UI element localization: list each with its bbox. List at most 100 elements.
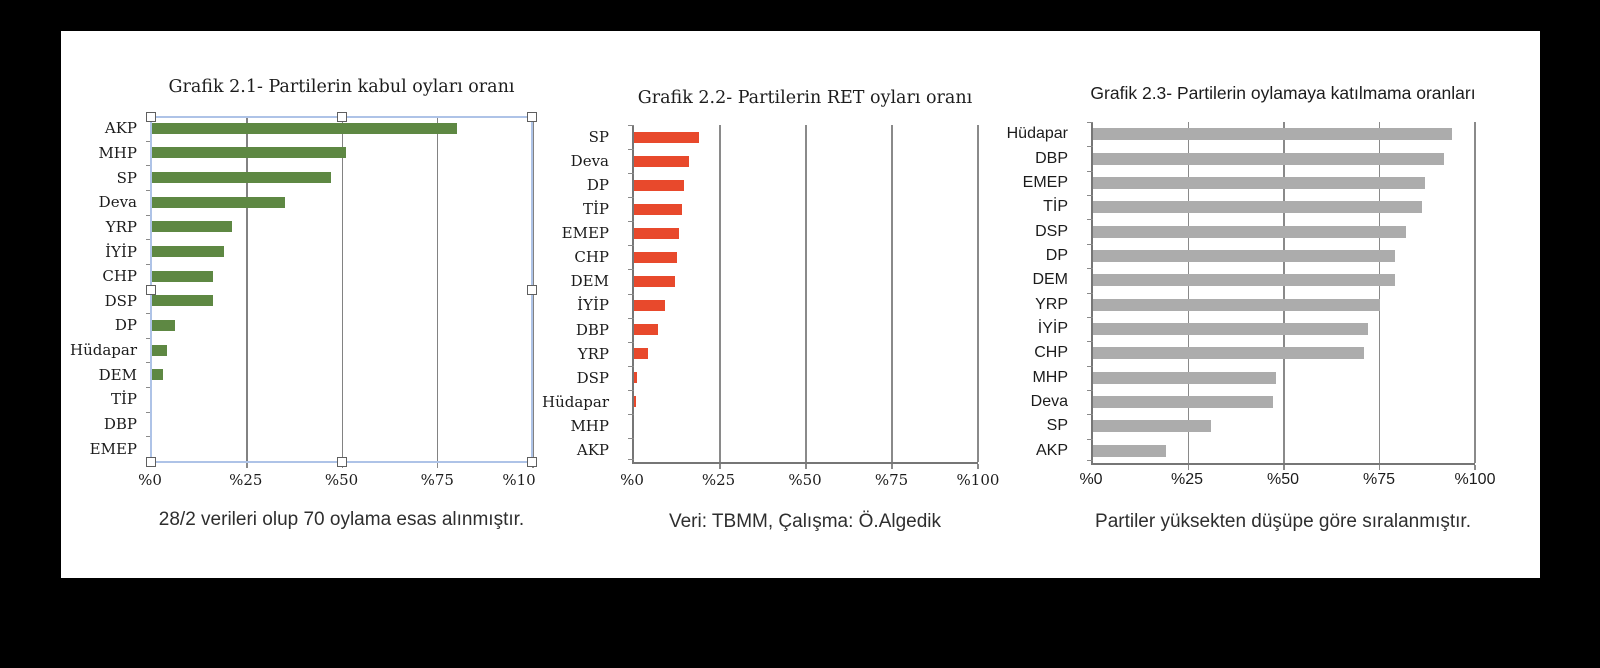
bar-Deva[interactable] — [1093, 396, 1273, 409]
bar-İYİP[interactable] — [152, 246, 225, 258]
bar-Hüdapar[interactable] — [634, 396, 636, 408]
x-axis-tick — [436, 463, 439, 468]
y-axis-label: Hüdapar — [1006, 125, 1068, 143]
selection-handle-ne[interactable] — [527, 112, 537, 122]
bar-row — [634, 366, 978, 390]
selection-handle-se[interactable] — [527, 457, 537, 467]
y-axis-tick — [1087, 146, 1093, 148]
x-axis-label: %0 — [1079, 471, 1103, 488]
x-axis-tick — [1474, 465, 1476, 470]
bar-SP[interactable] — [634, 131, 700, 143]
bar-MHP[interactable] — [1093, 371, 1277, 384]
bar-Deva[interactable] — [152, 196, 286, 208]
bar-DEM[interactable] — [152, 369, 164, 381]
bar-İYİP[interactable] — [634, 300, 665, 312]
y-axis-tick — [146, 411, 152, 413]
y-axis-label: EMEP — [89, 439, 137, 458]
x-axis-tick — [977, 464, 979, 469]
y-axis-label: İYİP — [105, 242, 137, 261]
bar-row — [152, 141, 533, 166]
bar-row — [152, 362, 533, 387]
y-axis-tick — [146, 436, 152, 438]
bar-row — [634, 342, 978, 366]
y-axis-tick — [628, 269, 634, 271]
y-axis-label: DBP — [1035, 149, 1068, 167]
y-axis-tick — [628, 149, 634, 151]
bar-DEM[interactable] — [634, 275, 676, 287]
bar-DP[interactable] — [1093, 249, 1395, 262]
x-axis-tick — [891, 464, 893, 469]
bar-SP[interactable] — [152, 172, 332, 184]
bar-YRP[interactable] — [634, 348, 648, 360]
y-axis-tick — [146, 313, 152, 315]
y-axis-tick — [628, 293, 634, 295]
plot-area[interactable] — [146, 116, 534, 468]
bar-row — [634, 438, 978, 462]
y-axis-label: İYİP — [1037, 319, 1068, 337]
y-axis-label: AKP — [576, 440, 609, 459]
selection-handle-sw[interactable] — [146, 457, 156, 467]
y-axis-tick — [1087, 219, 1093, 221]
bar-TİP[interactable] — [634, 203, 683, 215]
bar-DSP[interactable] — [1093, 225, 1407, 238]
y-axis-label: YRP — [1035, 295, 1068, 313]
selection-handle-e[interactable] — [527, 284, 537, 295]
bar-row — [1093, 390, 1475, 414]
x-axis-label: %25 — [701, 471, 736, 489]
bar-row — [634, 245, 978, 269]
bar-MHP[interactable] — [152, 147, 347, 159]
bar-AKP[interactable] — [152, 122, 457, 134]
bar-CHP[interactable] — [634, 251, 677, 263]
y-axis-tick — [628, 413, 634, 415]
bar-CHP[interactable] — [1093, 347, 1365, 360]
bar-YRP[interactable] — [1093, 298, 1380, 311]
bar-DSP[interactable] — [634, 372, 638, 384]
bar-CHP[interactable] — [152, 270, 213, 282]
bar-DP[interactable] — [634, 179, 684, 191]
selection-handle-s[interactable] — [336, 457, 347, 467]
y-axis-tick — [1087, 389, 1093, 391]
y-axis-label: SP — [1046, 417, 1068, 435]
bar-TİP[interactable] — [1093, 201, 1422, 214]
bar-DSP[interactable] — [152, 295, 213, 307]
bar-Hüdapar[interactable] — [152, 344, 168, 356]
bar-EMEP[interactable] — [1093, 176, 1426, 189]
y-axis-label: SP — [116, 168, 137, 187]
x-axis-tick — [1187, 465, 1189, 470]
bar-AKP[interactable] — [1093, 444, 1166, 457]
selection-handle-w[interactable] — [146, 284, 156, 295]
bar-İYİP[interactable] — [1093, 323, 1369, 336]
x-axis-tick — [805, 464, 807, 469]
bar-EMEP[interactable] — [634, 227, 679, 239]
bar-DBP[interactable] — [1093, 152, 1445, 165]
y-axis-label: MHP — [98, 143, 137, 162]
plot-area[interactable] — [1087, 122, 1476, 470]
bar-DP[interactable] — [152, 319, 175, 331]
plot-area[interactable] — [628, 125, 979, 469]
bar-Hüdapar[interactable] — [1093, 128, 1453, 141]
y-axis-label: DBP — [103, 415, 137, 433]
bar-DEM[interactable] — [1093, 274, 1395, 287]
y-axis-label: TİP — [110, 390, 137, 409]
bar-row — [152, 412, 533, 437]
bar-Deva[interactable] — [634, 155, 690, 167]
y-axis-label: DP — [114, 316, 137, 335]
bar-DBP[interactable] — [634, 324, 659, 336]
bar-SP[interactable] — [1093, 420, 1212, 433]
y-axis-tick — [146, 362, 152, 364]
y-axis-tick — [146, 189, 152, 191]
y-axis-tick — [1087, 268, 1093, 270]
gridline — [1378, 122, 1380, 463]
y-axis-label: MHP — [1032, 368, 1068, 386]
bar-row — [634, 414, 978, 438]
y-axis-label: DSP — [104, 291, 137, 310]
selection-handle-n[interactable] — [336, 112, 347, 122]
bar-row — [152, 387, 533, 412]
bar-row — [1093, 244, 1475, 268]
selection-handle-nw[interactable] — [146, 112, 156, 122]
y-axis-tick — [146, 337, 152, 339]
x-axis-labels: %0 %25 %50 %75 %100 — [1079, 471, 1495, 491]
bar-YRP[interactable] — [152, 221, 232, 233]
x-axis-tick — [246, 463, 248, 468]
y-axis-label: Hüdapar — [69, 341, 137, 360]
